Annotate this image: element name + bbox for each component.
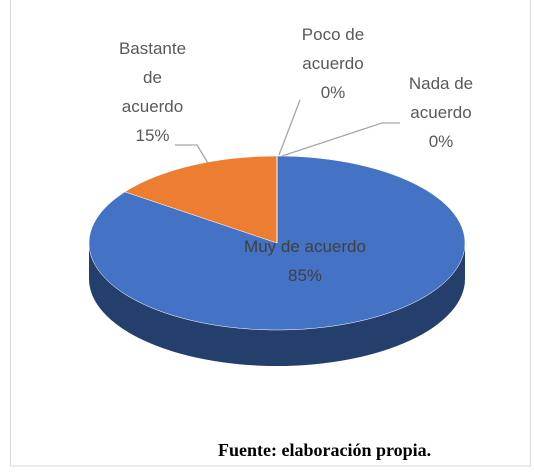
leader-line (175, 144, 209, 164)
data-label: Poco de acuerdo 0% (290, 20, 376, 107)
leader-line (278, 99, 301, 156)
data-label: Nada de acuerdo 0% (396, 69, 486, 156)
slice (124, 155, 278, 244)
category-label: Muy de acuerdo (244, 237, 366, 256)
data-label: Muy de acuerdo 85% (240, 232, 370, 290)
value-label: 85% (287, 266, 323, 285)
value-label: 0% (320, 83, 346, 102)
source: Fuente: elaboración propia. (218, 440, 432, 460)
category-label: Bastante de acuerdo (118, 39, 187, 116)
slice-side (89, 243, 465, 366)
category-label: Nada de acuerdo (408, 74, 474, 122)
value-label: 15% (135, 126, 170, 145)
data-label: Bastante de acuerdo 15% (115, 34, 190, 150)
value-label: 0% (428, 132, 454, 151)
leader-line (281, 122, 400, 157)
category-label: Poco de acuerdo (301, 25, 365, 73)
frame (10, 0, 531, 467)
